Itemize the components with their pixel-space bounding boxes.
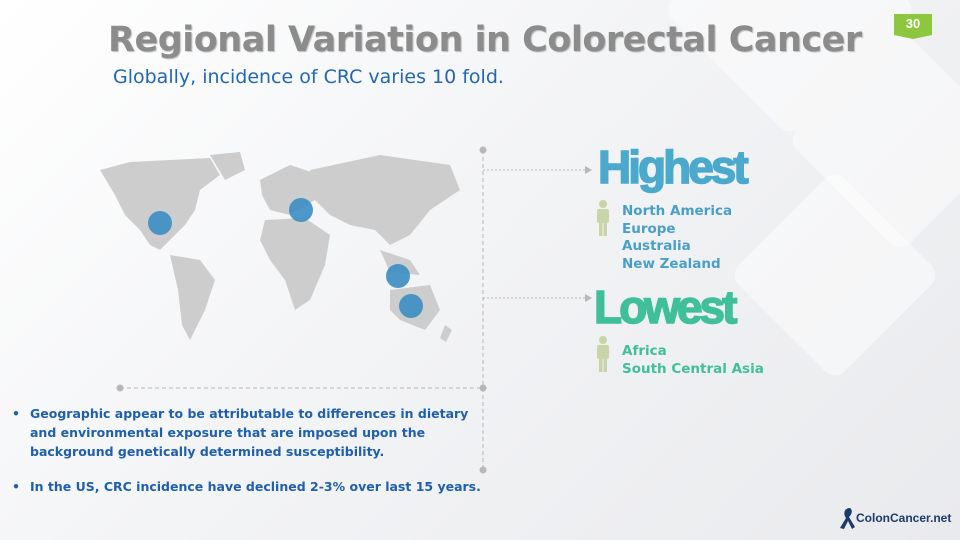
asia-shape bbox=[310, 155, 460, 245]
world-map bbox=[100, 152, 460, 342]
region-item: South Central Asia bbox=[622, 360, 764, 377]
person-icon bbox=[597, 336, 609, 372]
logo: ColonCancer.net bbox=[838, 506, 951, 530]
logo-text: ColonCancer.net bbox=[856, 511, 952, 525]
bullet-list: Geographic appear to be attributable to … bbox=[12, 404, 482, 496]
ribbon-icon bbox=[840, 508, 855, 529]
new-zealand-shape bbox=[440, 325, 452, 342]
region-item: Europe bbox=[622, 220, 676, 237]
region-item: Africa bbox=[622, 343, 667, 359]
highest-heading: Highest bbox=[597, 140, 749, 194]
lowest-regions-list: Africa South Central Asia bbox=[622, 343, 764, 378]
bullet-item: Geographic appear to be attributable to … bbox=[12, 404, 482, 461]
person-icon bbox=[597, 200, 609, 236]
marker-australia bbox=[399, 294, 423, 318]
south-america-shape bbox=[170, 255, 215, 340]
marker-europe bbox=[289, 198, 313, 222]
marker-north-america bbox=[148, 211, 172, 235]
greenland-shape bbox=[210, 152, 245, 180]
region-item: Australia bbox=[622, 238, 691, 254]
north-america-shape bbox=[100, 158, 220, 250]
africa-shape bbox=[260, 218, 330, 310]
region-item: North America bbox=[622, 203, 733, 219]
marker-southeast-asia bbox=[386, 264, 410, 288]
region-item: New Zealand bbox=[622, 255, 721, 272]
lowest-heading: Lowest bbox=[593, 280, 738, 334]
slide-subtitle: Globally, incidence of CRC varies 10 fol… bbox=[113, 66, 504, 88]
page-number-badge: 30 bbox=[894, 14, 932, 39]
highest-regions-list: North America Europe Australia New Zeala… bbox=[622, 203, 732, 273]
bullet-item: In the US, CRC incidence have declined 2… bbox=[12, 477, 482, 496]
slide-title: Regional Variation in Colorectal Cancer bbox=[108, 20, 862, 60]
